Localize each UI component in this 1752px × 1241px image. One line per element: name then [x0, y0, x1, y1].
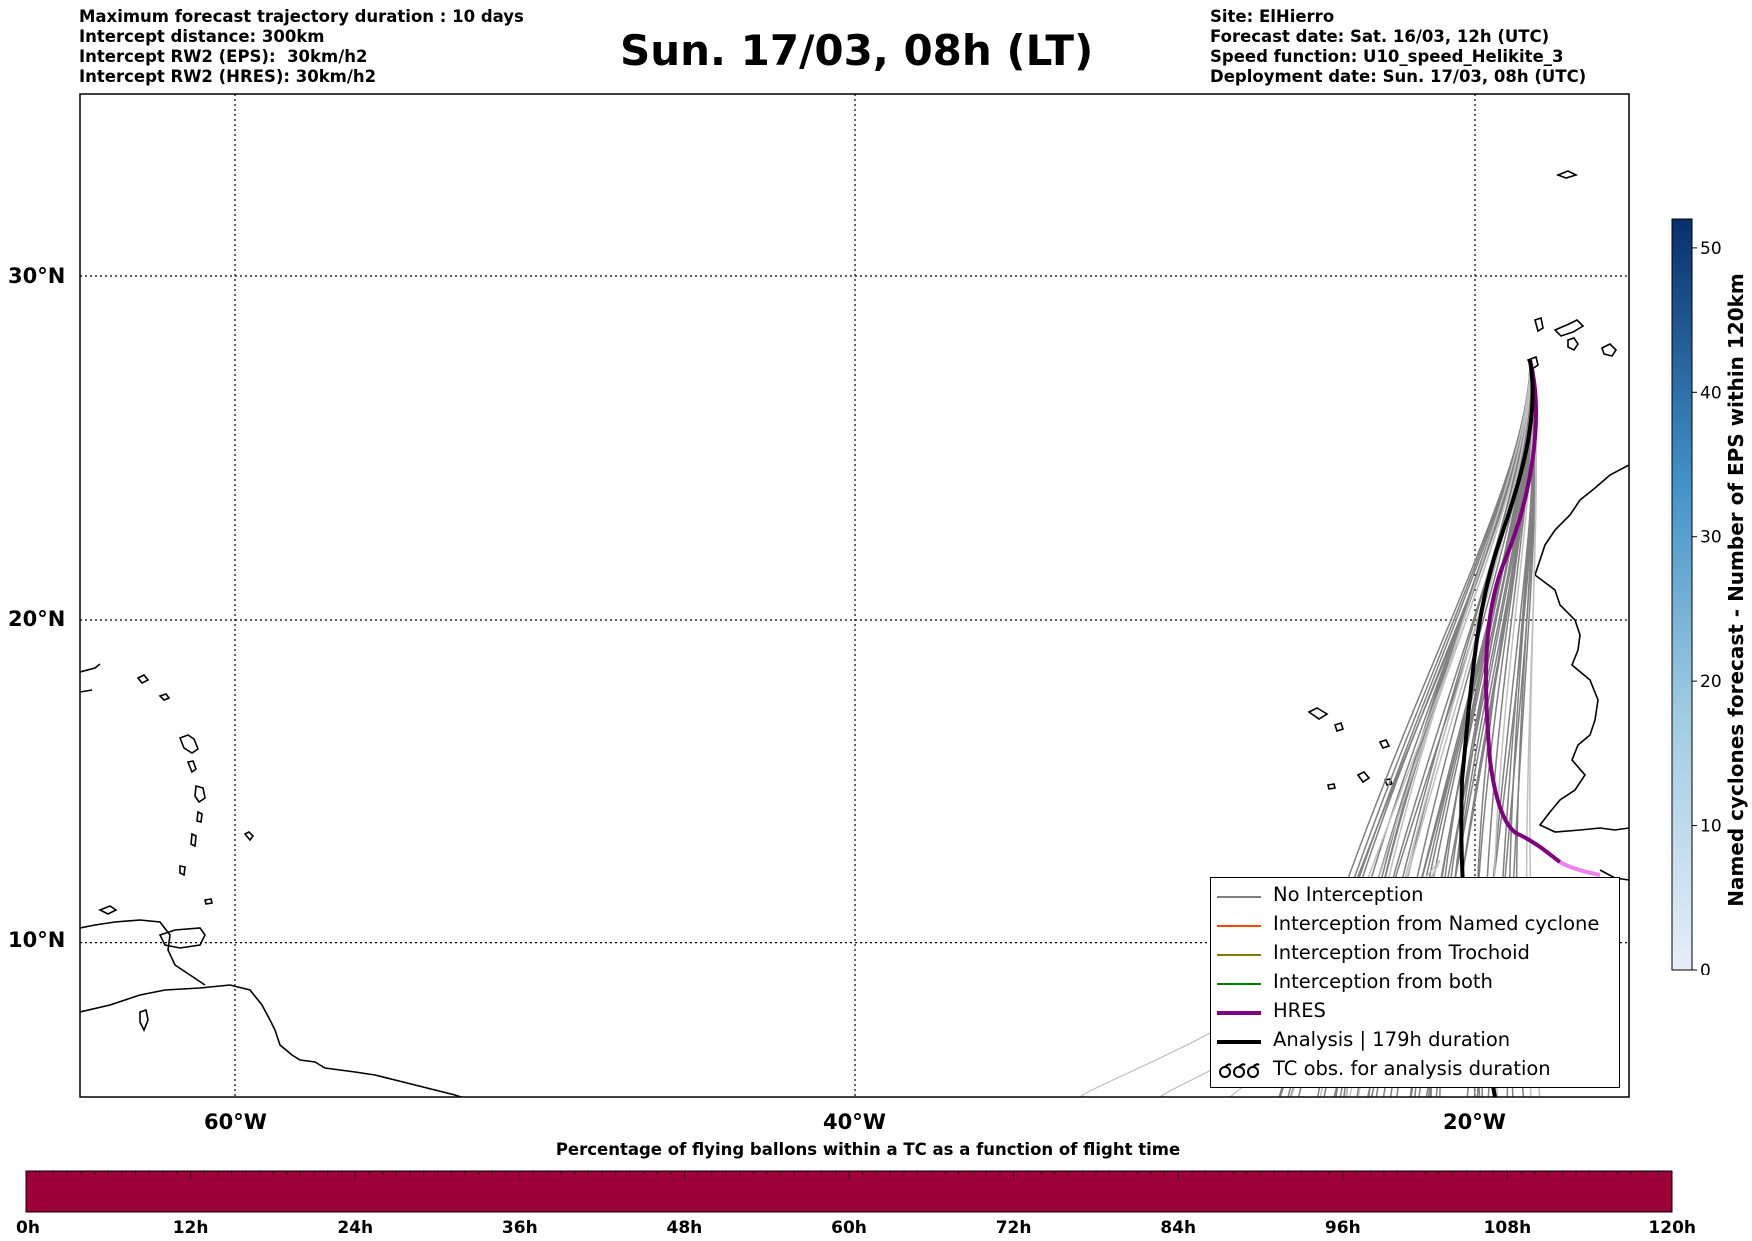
info-deployment-date: Deployment date: Sun. 17/03, 08h (UTC): [1210, 67, 1587, 86]
island-antilles-8: [179, 865, 186, 877]
island-margarita: [139, 1008, 149, 1032]
info-site: Site: ElHierro: [1210, 7, 1335, 26]
island-antilles-4: [186, 760, 197, 774]
island-capeverde-3: [1378, 739, 1391, 749]
percentage-bar-tick-label: 72h: [996, 1218, 1032, 1238]
island-antilles-1: [136, 673, 150, 685]
legend-swatch: [1217, 954, 1261, 956]
percentage-bar-tick-label: 48h: [667, 1218, 703, 1238]
percentage-bar-tick-label: 120h: [1648, 1218, 1696, 1238]
island-antilles-6: [196, 810, 203, 823]
legend-swatch: [1217, 983, 1261, 985]
colorbar-label: Named cyclones forecast - Number of EPS …: [1724, 273, 1748, 907]
coastlines: [80, 170, 1629, 1097]
colorbar-tick-label: 30: [1700, 528, 1722, 548]
hres-trajectory-tail: [1558, 860, 1601, 877]
map-frame: [79, 93, 1630, 1098]
island-antilles-7: [190, 832, 197, 848]
legend-swatch: [1217, 896, 1261, 898]
colorbar-tick-label: 10: [1700, 817, 1722, 837]
info-intercept-distance: Intercept distance: 300km: [79, 27, 325, 46]
legend-label: Analysis | 179h duration: [1273, 1028, 1511, 1051]
percentage-bar-tick-label: 84h: [1160, 1218, 1196, 1238]
lat-label-20n: 20°N: [8, 607, 66, 631]
percentage-bar-tick-label: 36h: [502, 1218, 538, 1238]
legend-label: No Interception: [1273, 883, 1424, 906]
coastline-south-america: [80, 984, 464, 1097]
percentage-bar-tick-label: 12h: [173, 1218, 209, 1238]
legend-swatch: [1217, 1011, 1261, 1015]
lat-label-10n: 10°N: [8, 928, 66, 952]
info-intercept-hres: Intercept RW2 (HRES): 30km/h2: [79, 67, 377, 86]
island-capeverde-4: [1356, 771, 1371, 784]
hres-trajectory: [1483, 359, 1562, 864]
legend-swatch: [1217, 1040, 1261, 1044]
island-capeverde-6: [1327, 783, 1336, 790]
island-gran-canaria: [1567, 337, 1579, 352]
info-forecast-date: Forecast date: Sat. 16/03, 12h (UTC): [1210, 27, 1550, 46]
percentage-bar-tick-label: 96h: [1325, 1218, 1361, 1238]
island-madeira: [1555, 170, 1579, 179]
island-antilles-5: [194, 784, 206, 804]
island-tenerife: [1553, 319, 1585, 337]
legend-label: Interception from Named cyclone: [1273, 912, 1600, 935]
legend-swatch: [1217, 925, 1261, 927]
colorbar-gradient: [1671, 218, 1693, 971]
tc-symbol-icon: [1219, 1063, 1260, 1078]
legend-label: TC obs. for analysis duration: [1273, 1057, 1551, 1080]
colorbar-tick-label: 0: [1700, 961, 1711, 975]
info-max-duration: Maximum forecast trajectory duration : 1…: [79, 7, 524, 26]
island-tobago: [204, 898, 213, 905]
colorbar-tick-label: 20: [1700, 672, 1722, 692]
coastline-pr-fragment: [80, 689, 93, 693]
page-title: Sun. 17/03, 08h (LT): [620, 26, 1094, 75]
island-antilles-3: [178, 734, 199, 754]
lon-label-40w: 40°W: [823, 1110, 886, 1134]
lon-label-60w: 60°W: [204, 1110, 267, 1134]
percentage-bar: 0h 12h 24h 36h 48h 60h 72h 84h 96h 108h 120h: [16, 1170, 1696, 1238]
percentage-bar-tick-label: 60h: [831, 1218, 867, 1238]
island-barbados: [243, 831, 255, 842]
island-capeverde-5: [1383, 778, 1394, 786]
legend-label: Interception from both: [1273, 970, 1493, 993]
lon-label-20w: 20°W: [1443, 1110, 1506, 1134]
island-capeverde-2: [1333, 721, 1345, 733]
lat-label-30n: 30°N: [8, 264, 66, 288]
colorbar-tick-label: 50: [1700, 239, 1722, 259]
percentage-bar-tick-label: 108h: [1484, 1218, 1532, 1238]
island-capeverde-1: [1307, 707, 1329, 720]
coastline-cuba-fragment: [80, 663, 101, 673]
coastline-venezuela-north: [80, 919, 206, 986]
percentage-bar-tick-label: 24h: [337, 1218, 373, 1238]
island-curacao: [98, 905, 118, 915]
info-intercept-eps: Intercept RW2 (EPS): 30km/h2: [79, 47, 368, 66]
island-la-palma: [1534, 316, 1544, 333]
header-info-left: Maximum forecast trajectory duration : 1…: [79, 7, 524, 87]
coastline-africa: [1534, 464, 1629, 833]
colorbar: 0 10 20 30 40 50: [1671, 218, 1722, 975]
island-fuerteventura: [1601, 343, 1618, 357]
legend-label: Interception from Trochoid: [1273, 941, 1530, 964]
coastline-trinidad: [158, 927, 206, 949]
legend-label: HRES: [1273, 999, 1326, 1022]
percentage-bar-title: Percentage of flying ballons within a TC…: [555, 1140, 1181, 1159]
island-antilles-2: [158, 693, 171, 701]
map-legend: No Interception Interception from Named …: [1210, 877, 1620, 1088]
info-speed-function: Speed function: U10_speed_Helikite_3: [1210, 47, 1564, 66]
colorbar-tick-label: 40: [1700, 383, 1722, 403]
header-info-right: Site: ElHierro Forecast date: Sat. 16/03…: [1210, 7, 1586, 87]
percentage-bar-tick-label: 0h: [16, 1218, 40, 1238]
